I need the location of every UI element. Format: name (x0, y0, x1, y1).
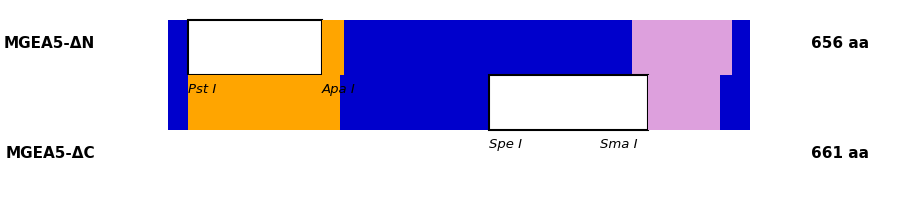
Bar (732, 20, 750, 75)
Text: Pst I: Pst I (188, 83, 216, 96)
Text: MGEA5-ΔN: MGEA5-ΔN (4, 36, 95, 51)
Bar (188, 75, 340, 130)
Text: Spe I: Spe I (489, 138, 522, 151)
Bar (322, 20, 344, 75)
Bar (340, 75, 489, 130)
Bar (632, 20, 732, 75)
Text: Apa I: Apa I (322, 83, 355, 96)
Text: 656 aa: 656 aa (811, 36, 869, 51)
Text: 661 aa: 661 aa (811, 146, 869, 161)
Bar (188, 20, 322, 75)
Bar (168, 20, 188, 75)
Bar (168, 75, 188, 130)
Bar (344, 20, 632, 75)
Text: MGEA5-ΔC: MGEA5-ΔC (5, 146, 95, 161)
Text: Sma I: Sma I (600, 138, 637, 151)
Bar (489, 75, 648, 130)
Bar (720, 75, 750, 130)
Bar (648, 75, 720, 130)
